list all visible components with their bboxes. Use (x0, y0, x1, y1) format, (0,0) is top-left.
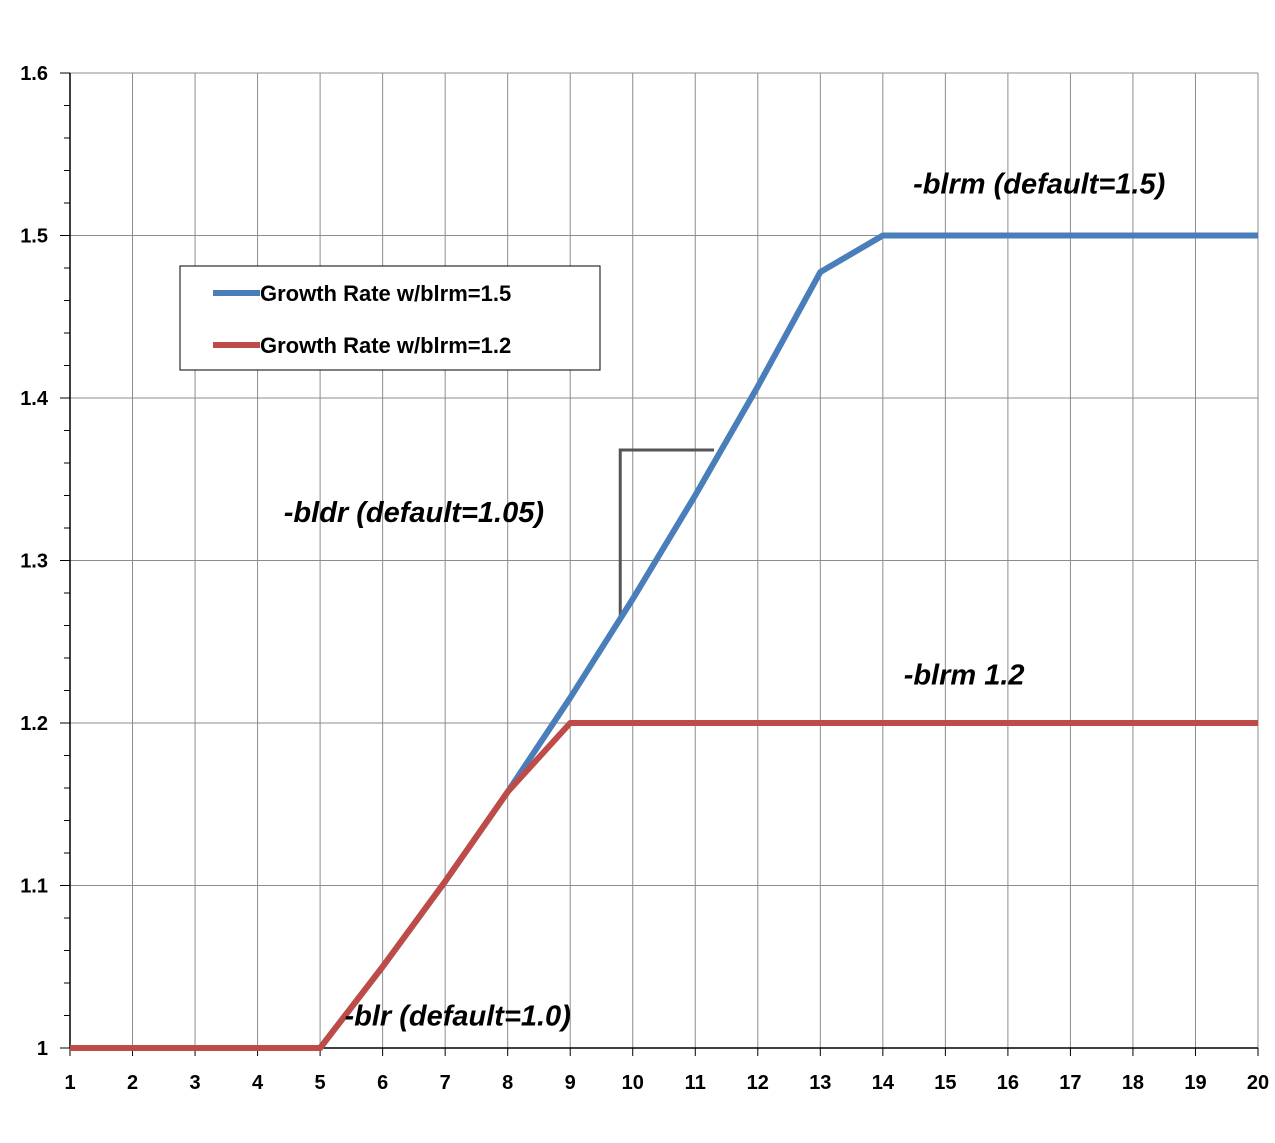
y-tick-label: 1.1 (20, 876, 48, 898)
x-tick-label: 18 (1122, 1072, 1144, 1094)
y-tick-label: 1.6 (20, 63, 48, 85)
x-tick-label: 11 (685, 1072, 706, 1094)
slope-marker (618, 448, 715, 623)
annotation-label: -bldr (default=1.05) (284, 497, 544, 529)
annotation-label: -blr (default=1.0) (344, 1001, 570, 1033)
annotations: -blrm (default=1.5) -blrm 1.2 -bldr (defau… (284, 169, 1165, 1033)
legend: Growth Rate w/blrm=1.5 Growth Rate w/blrm… (179, 265, 601, 371)
annotation-label: -blrm 1.2 (904, 659, 1025, 691)
x-tick-label: 19 (1184, 1072, 1206, 1094)
x-tick-label: 4 (252, 1072, 264, 1094)
x-tick-label: 13 (809, 1072, 831, 1094)
x-tick-label: 5 (315, 1072, 326, 1094)
y-tick-label: 1 (37, 1038, 48, 1060)
x-tick-label: 14 (872, 1072, 895, 1094)
legend-label-1: Growth Rate w/blrm=1.5 (260, 281, 511, 306)
slope-marker-line (618, 448, 715, 623)
grid-lines (70, 72, 1259, 1048)
legend-label-2: Growth Rate w/blrm=1.2 (260, 333, 511, 358)
axis-ticks: 11.11.21.31.41.51.61 2 3 4 5 6 7 8 9 10 11 12 13 14 15… (20, 63, 1269, 1094)
x-tick-label: 17 (1059, 1072, 1081, 1094)
x-tick-label: 6 (377, 1072, 388, 1094)
x-tick-label: 3 (189, 1072, 200, 1094)
x-tick-label: 8 (502, 1072, 513, 1094)
series-lines (70, 232, 1258, 1051)
annotation-label: -blrm (default=1.5) (913, 169, 1165, 201)
series-line-2 (70, 720, 1258, 1051)
y-tick-label: 1.4 (20, 388, 49, 410)
y-tick-label: 1.5 (20, 226, 48, 248)
x-tick-label: 16 (997, 1072, 1019, 1094)
x-tick-label: 12 (747, 1072, 769, 1094)
y-tick-label: 1.3 (20, 551, 48, 573)
y-tick-label: 1.2 (20, 713, 48, 735)
x-tick-label: 2 (127, 1072, 138, 1094)
x-tick-label: 7 (440, 1072, 451, 1094)
x-tick-label: 10 (622, 1072, 644, 1094)
legend-box (179, 265, 601, 371)
x-tick-label: 15 (934, 1072, 956, 1094)
x-tick-label: 20 (1247, 1072, 1269, 1094)
x-tick-label: 9 (565, 1072, 576, 1094)
x-tick-label: 1 (64, 1072, 75, 1094)
